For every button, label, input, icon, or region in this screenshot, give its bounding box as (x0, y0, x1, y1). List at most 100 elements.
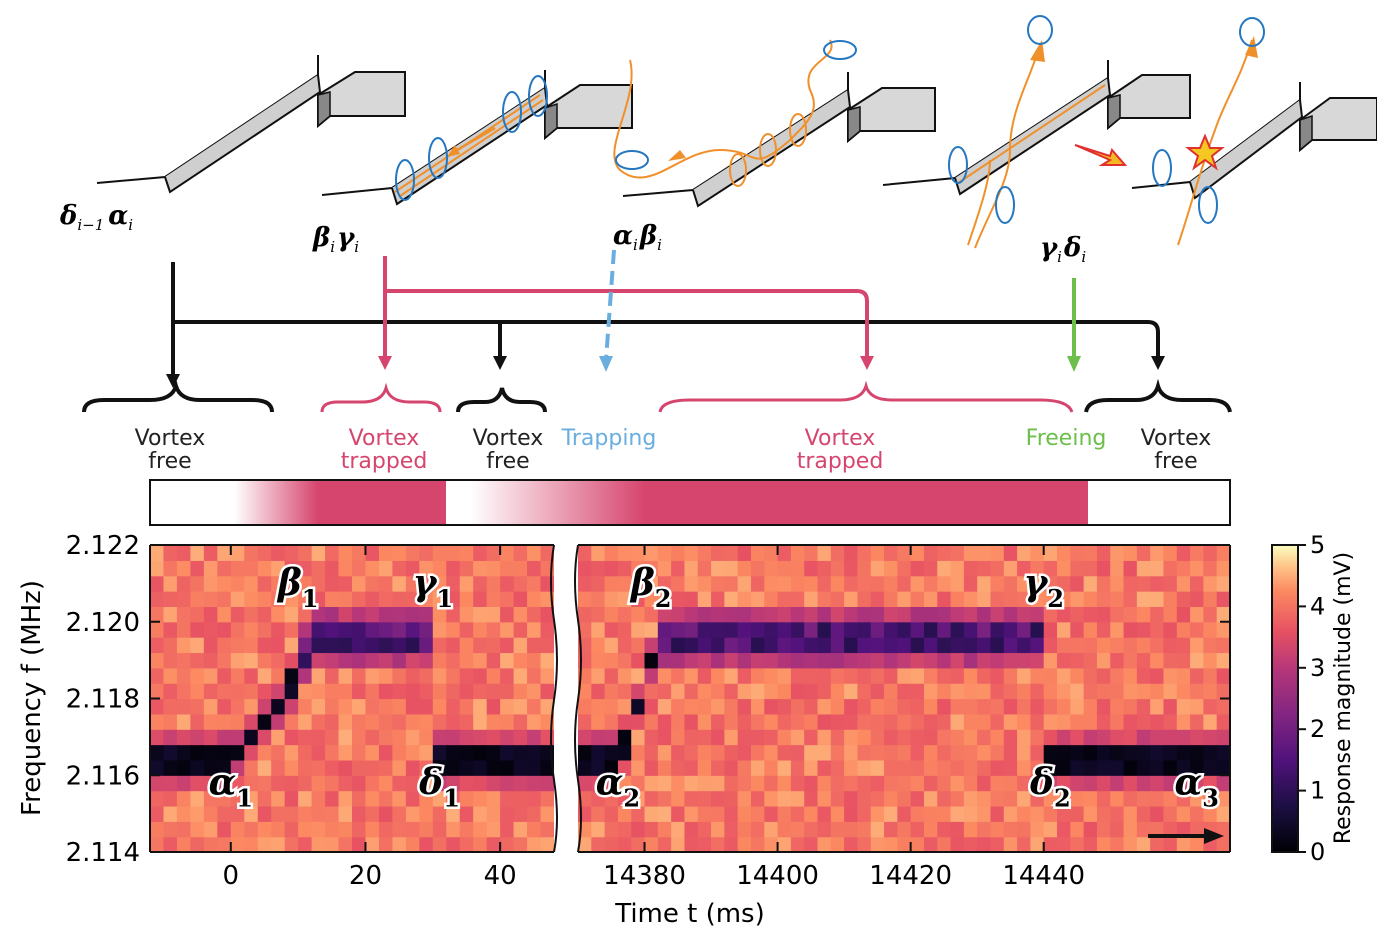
heatmap-cell (897, 591, 912, 607)
heatmap-cell (631, 575, 646, 592)
heatmap-cell (1083, 790, 1098, 807)
heatmap-cell (432, 790, 447, 807)
heatmap-cell (1136, 637, 1151, 654)
heatmap-cell (405, 744, 420, 761)
heatmap-cell (644, 606, 659, 623)
heatmap-cell (513, 683, 528, 700)
heatmap-cell (338, 759, 353, 776)
heatmap-cell (790, 606, 805, 623)
heatmap-cell (1017, 759, 1032, 776)
heatmap-cell (684, 790, 699, 807)
heatmap-cell (1176, 836, 1191, 852)
heatmap-cell (604, 621, 619, 638)
heatmap-cell (737, 790, 752, 807)
heatmap-cell (923, 560, 938, 577)
heatmap-cell (244, 729, 259, 746)
heatmap-cell (684, 621, 699, 638)
heatmap-cell (446, 621, 461, 638)
heatmap-cell (1057, 759, 1071, 776)
heatmap-cell (1176, 775, 1191, 792)
heatmap-cell (419, 560, 434, 577)
heatmap-cell (203, 667, 218, 684)
heatmap-cell (644, 698, 659, 715)
heatmap-cell (163, 683, 178, 700)
heatmap-cell (284, 652, 299, 669)
heatmap-cell (1150, 775, 1165, 792)
heatmap-cell (419, 805, 434, 822)
cantilever-schematic-1 (96, 55, 406, 194)
heatmap-cell (1136, 545, 1151, 561)
heatmap-cell (338, 775, 353, 792)
heatmap-cell (244, 667, 259, 684)
heatmap-cell (527, 698, 542, 715)
heatmap-cell (217, 667, 232, 684)
heatmap-cell (378, 652, 393, 669)
heatmap-cell (244, 713, 259, 730)
heatmap-cell (830, 637, 845, 654)
heatmap-cell (230, 606, 245, 623)
heatmap-cell (1203, 652, 1218, 669)
heatmap-cell (513, 637, 528, 654)
heatmap-cell (764, 667, 779, 684)
heatmap-cell (684, 667, 699, 684)
heatmap-cell (176, 698, 191, 715)
heatmap-cell (284, 621, 299, 638)
heatmap-cell (990, 652, 1005, 669)
state-labels: Vortex free Vortex trapped Vortex free T… (135, 426, 1212, 474)
heatmap-cell (671, 698, 686, 715)
heatmap-cell (631, 560, 646, 577)
heatmap-cell (724, 698, 739, 715)
heatmap-cell (1057, 821, 1071, 838)
heatmap-cell (857, 545, 872, 561)
heatmap-cell (1110, 805, 1125, 822)
heatmap-cell (1057, 591, 1071, 607)
heatmap-cell (1150, 575, 1165, 592)
heatmap-cell (884, 637, 898, 654)
heatmap-cell (1190, 545, 1204, 561)
heatmap-cell (473, 775, 488, 792)
heatmap-cell (777, 759, 792, 776)
heatmap-cell (163, 606, 178, 623)
heatmap-cell (244, 560, 259, 577)
heatmap-cell (1030, 775, 1045, 792)
heatmap-cell (617, 667, 632, 684)
heatmap-cell (790, 805, 805, 822)
heatmap-cell (644, 836, 659, 852)
heatmap-cell (1163, 805, 1178, 822)
heatmap-cell (378, 560, 393, 577)
heatmap-cell (897, 759, 912, 776)
heatmap-cell (804, 652, 819, 669)
heatmap-cell (446, 729, 461, 746)
heatmap-cell (910, 836, 925, 852)
heatmap-cell (697, 805, 712, 822)
heatmap-cell (311, 821, 326, 838)
heatmap-cell (1216, 713, 1230, 730)
heatmap-cell (244, 698, 259, 715)
heatmap-cell (910, 652, 925, 669)
heatmap-cell (764, 805, 779, 822)
heatmap-cell (527, 759, 542, 776)
heatmap-cell (432, 652, 447, 669)
heatmap-cell (923, 637, 938, 654)
heatmap-cell (1030, 637, 1045, 654)
heatmap-cell (298, 591, 313, 607)
heatmap-cell (486, 713, 501, 730)
heatmap-cell (1216, 621, 1230, 638)
heatmap-cell (244, 637, 259, 654)
heatmap-cell (271, 713, 286, 730)
heatmap-cell (870, 667, 885, 684)
heatmap-cell (910, 790, 925, 807)
heatmap-cell (190, 759, 205, 776)
heatmap-cell (684, 637, 699, 654)
heatmap-cell (325, 621, 340, 638)
heatmap-cell (1176, 667, 1191, 684)
heatmap-cell (724, 729, 739, 746)
heatmap-cell (473, 591, 488, 607)
heatmap-cell (244, 836, 259, 852)
heatmap-cell (540, 775, 554, 792)
heatmap-cell (711, 821, 725, 838)
heatmap-cell (804, 836, 819, 852)
heatmap-cell (1150, 560, 1165, 577)
heatmap-cell (338, 698, 353, 715)
heatmap-cell (631, 545, 646, 561)
